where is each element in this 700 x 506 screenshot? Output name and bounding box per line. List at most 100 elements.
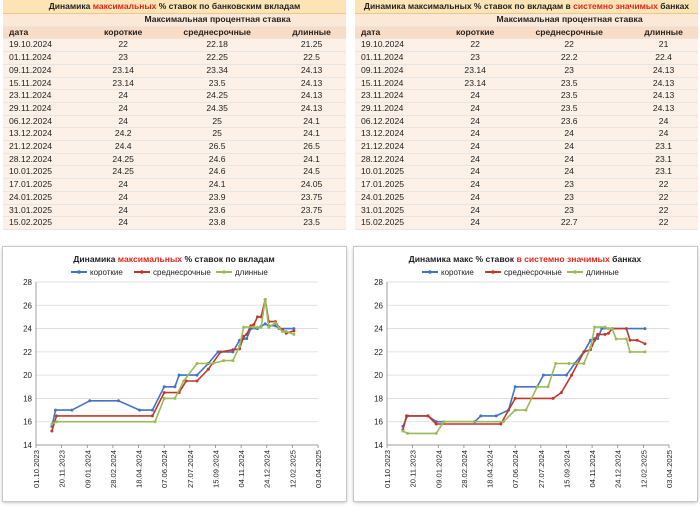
data-point (162, 391, 166, 395)
data-point (70, 408, 74, 412)
data-point (559, 391, 563, 395)
table-row: 24.01.2025 24 23 22 (355, 191, 698, 205)
chart-title: Динамика макс % ставок в системно значим… (409, 254, 642, 264)
right-line-chart: Динамика макс % ставок в системно значим… (374, 254, 674, 488)
table-row: 19.10.2024 22 22 21 (355, 38, 698, 53)
legend-label: длинные (235, 268, 268, 277)
x-tick-label: 20.11.2023 (409, 450, 418, 487)
data-point (643, 327, 647, 331)
table-cell: 23.6 (157, 204, 278, 218)
data-point (607, 331, 610, 335)
y-tick-label: 24 (374, 325, 383, 334)
data-point (614, 337, 618, 341)
table-cell: 24.13 (629, 102, 698, 116)
data-point (55, 414, 58, 418)
x-tick-label: 07.06.2024 (160, 450, 169, 488)
table-row: 15.02.2025 24 23.8 23.5 (3, 216, 346, 230)
table-cell: 23 (509, 64, 630, 78)
table-cell: 22.7 (509, 216, 630, 230)
table-cell: 22.25 (157, 51, 278, 65)
data-point (628, 338, 632, 342)
data-point (54, 408, 57, 412)
data-point (535, 385, 539, 389)
table-cell: 22 (629, 216, 698, 230)
data-point (499, 422, 503, 426)
right-chart-card: Динамика макс % ставок в системно значим… (354, 247, 697, 501)
data-point (173, 396, 177, 400)
data-point (494, 414, 498, 418)
table-cell: 24.1 (277, 127, 346, 142)
table-cell: 31.01.2025 (355, 204, 442, 218)
table-row: 09.11.2024 23.14 23.34 24.13 (3, 64, 346, 78)
table-cell: 21.12.2024 (3, 140, 90, 154)
data-point (162, 396, 166, 400)
table-cell: 23 (441, 51, 510, 65)
data-point (546, 385, 550, 389)
table-cell: 24 (89, 102, 158, 116)
table-row: 19.10.2024 22 22.18 21.25 (3, 38, 346, 53)
table-cell: 23.9 (157, 191, 278, 205)
plot-area (36, 282, 318, 445)
table-cell: 13.12.2024 (3, 127, 90, 142)
data-point (153, 420, 157, 424)
data-point (263, 298, 267, 301)
data-point (603, 332, 607, 336)
table-cell: 24 (89, 191, 158, 205)
table-cell: 24 (509, 153, 630, 167)
table-cell: 19.10.2024 (3, 38, 90, 53)
table-cell: 23.14 (89, 77, 158, 91)
table-cell: 15.11.2024 (3, 77, 90, 91)
data-point (442, 420, 446, 424)
data-point (628, 350, 632, 354)
data-point (406, 431, 409, 435)
x-tick-label: 27.07.2024 (186, 450, 195, 488)
table-cell: 24.4 (89, 140, 158, 154)
table-row: 29.11.2024 24 23.5 24.13 (355, 102, 698, 116)
table-row: 28.12.2024 24 24 23.1 (355, 153, 698, 167)
data-point (570, 373, 574, 377)
data-point (222, 359, 226, 363)
data-point (216, 350, 220, 354)
y-tick-label: 28 (374, 278, 383, 287)
data-point (259, 325, 263, 329)
table-cell: 15.02.2025 (3, 216, 90, 230)
y-tick-label: 14 (374, 441, 383, 450)
legend-item: длинные (567, 268, 619, 277)
y-tick-label: 18 (23, 394, 32, 403)
data-point (567, 362, 571, 365)
table-cell: 24.6 (157, 165, 278, 180)
table-cell: 22.2 (509, 51, 630, 65)
legend-marker (77, 270, 81, 274)
data-point (256, 315, 259, 319)
table-cell: 24.25 (157, 89, 278, 103)
table-cell: 24 (441, 115, 510, 129)
table-cell: 22 (629, 178, 698, 192)
table-cell: 09.11.2024 (355, 64, 442, 78)
table-cell: 22 (441, 38, 510, 53)
data-point (182, 379, 186, 383)
table-cell: 24 (441, 204, 510, 218)
data-point (231, 359, 235, 363)
table-cell: 24.01.2025 (355, 191, 442, 205)
table-cell: 24.1 (157, 178, 278, 192)
data-point (607, 327, 610, 331)
table-cell: 15.02.2025 (355, 216, 442, 230)
x-tick-label: 12.02.2025 (288, 450, 297, 488)
table-cell: 23.5 (157, 77, 278, 91)
table-row: 01.11.2024 23 22.2 22.4 (355, 51, 698, 65)
table-cell: 24 (89, 178, 158, 192)
column-header: дата (3, 26, 90, 40)
x-tick-label: 15.09.2024 (562, 450, 571, 488)
table-row: 23.11.2024 24 23.5 24.13 (355, 89, 698, 103)
data-point (162, 385, 166, 389)
data-point (635, 338, 639, 342)
series-line-3 (51, 298, 295, 425)
legend-item: короткие (71, 268, 123, 277)
table-cell: 24.2 (89, 127, 158, 142)
y-tick-label: 18 (374, 394, 383, 403)
data-point (610, 327, 614, 331)
table-cell: 24.13 (277, 89, 346, 103)
table-cell: 23 (509, 191, 630, 205)
table-cell: 24 (89, 115, 158, 129)
table-row: 29.11.2024 24 24.35 24.13 (3, 102, 346, 116)
